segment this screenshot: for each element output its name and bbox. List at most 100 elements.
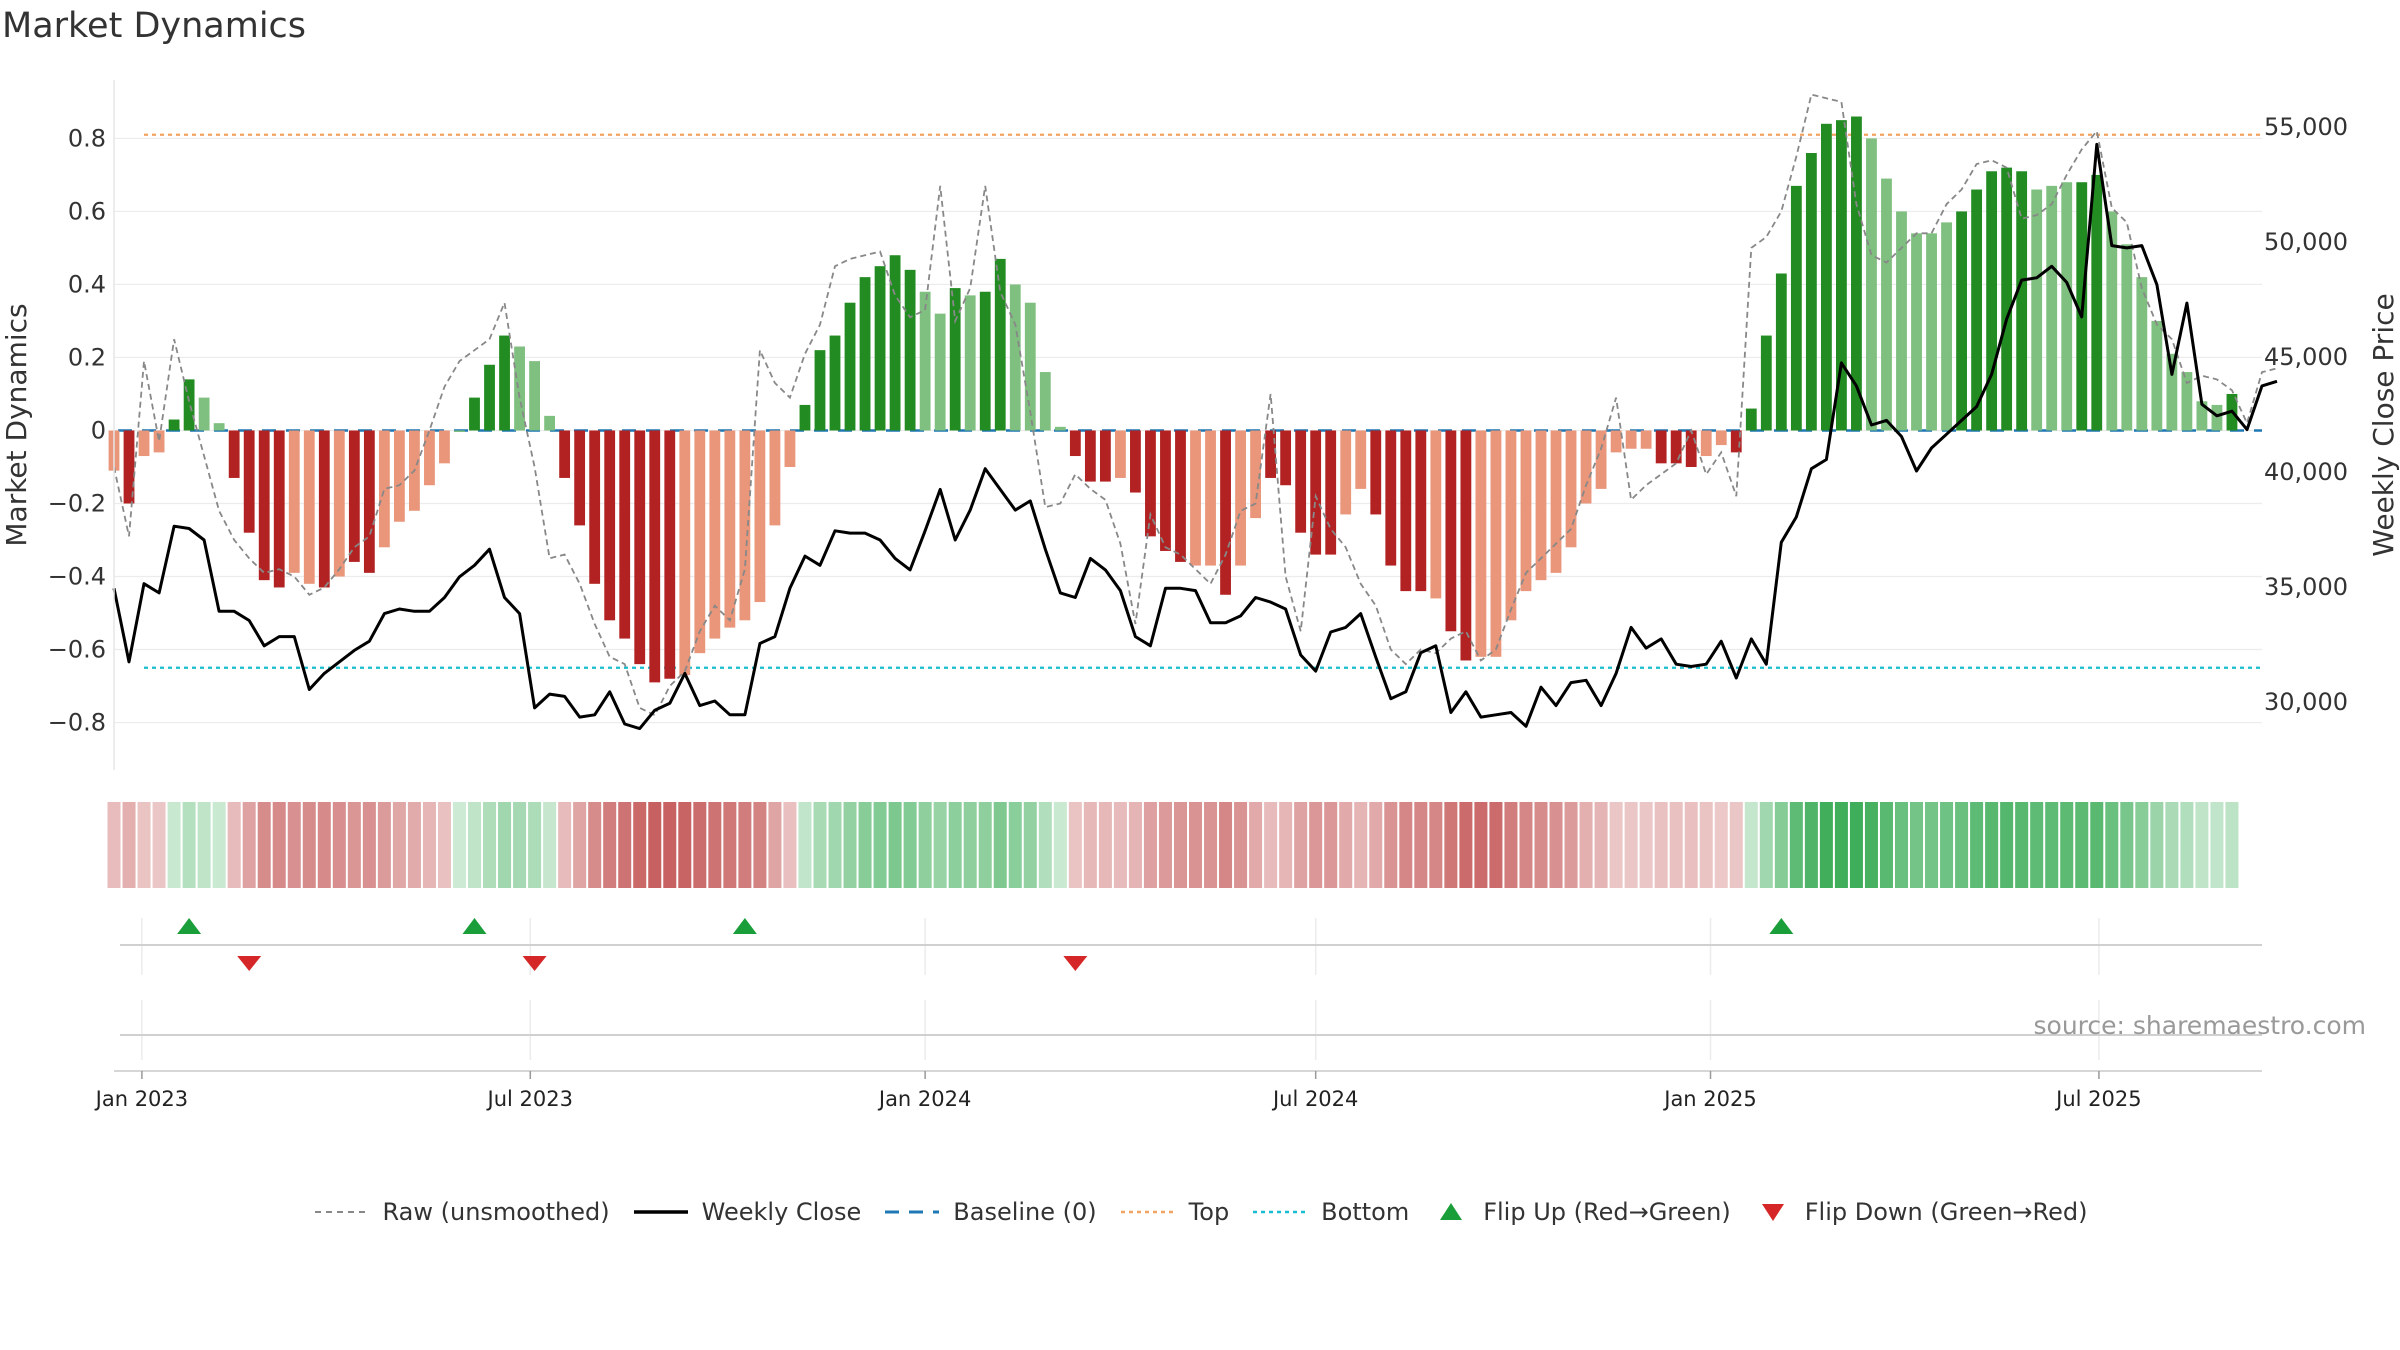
bar-series [108, 116, 2238, 683]
regime-cell [317, 802, 331, 888]
regime-cell [678, 802, 692, 888]
md-bar [559, 430, 571, 478]
md-bar [1265, 430, 1277, 478]
md-bar [288, 430, 300, 573]
md-bar [1715, 430, 1727, 446]
md-bar [1054, 426, 1066, 431]
regime-cell [1970, 802, 1984, 888]
regime-cell [663, 802, 677, 888]
weekly-close-line [112, 142, 2278, 731]
regime-cell [1925, 802, 1939, 888]
y2-tick-label: 35,000 [2264, 573, 2348, 601]
regime-cell [1158, 802, 1172, 888]
md-bar [273, 430, 285, 588]
regime-cell [1489, 802, 1503, 888]
regime-cell [2195, 802, 2209, 888]
md-bar [1400, 430, 1412, 592]
regime-cell [918, 802, 932, 888]
md-bar [889, 255, 901, 431]
regime-cell [1759, 802, 1773, 888]
regime-cell [392, 802, 406, 888]
md-bar [2121, 244, 2133, 431]
md-bar [844, 302, 856, 431]
md-bar [303, 430, 315, 584]
md-bar [1926, 233, 1937, 431]
md-bar [874, 266, 886, 431]
md-bar [1490, 430, 1502, 657]
md-bar [934, 313, 946, 431]
regime-cell [197, 802, 211, 888]
regime-cell [227, 802, 241, 888]
md-bar [1430, 430, 1442, 599]
regime-cell [1729, 802, 1743, 888]
md-bar [1820, 123, 1832, 431]
y2-tick-label: 45,000 [2264, 343, 2348, 371]
regime-cell [1819, 802, 1833, 888]
regime-cell [377, 802, 391, 888]
md-bar [1730, 430, 1742, 453]
md-bar [619, 430, 631, 639]
regime-cell [1639, 802, 1653, 888]
x-tick-label: Jul 2023 [486, 1087, 573, 1111]
regime-cell [437, 802, 451, 888]
source-credit: source: sharemaestro.com [2034, 1011, 2367, 1040]
legend-swatch-close-icon [633, 1210, 688, 1214]
md-bar [1295, 430, 1307, 533]
regime-cell [2150, 802, 2164, 888]
regime-cell [618, 802, 632, 888]
md-bar [784, 430, 796, 467]
md-bar [544, 415, 556, 431]
md-bar [1460, 430, 1472, 661]
regime-cell [813, 802, 827, 888]
md-bar [2091, 174, 2103, 431]
legend-swatch-top-icon [1120, 1210, 1175, 1214]
regime-cell [2045, 802, 2059, 888]
regime-cell [858, 802, 872, 888]
regime-cell [648, 802, 662, 888]
md-bar [739, 430, 751, 621]
md-bar [1851, 116, 1862, 431]
regime-cell [1549, 802, 1563, 888]
legend-swatch-raw-icon [314, 1211, 369, 1213]
regime-cell [1173, 802, 1187, 888]
md-bar [333, 430, 345, 577]
regime-cell [1324, 802, 1338, 888]
regime-cell [152, 802, 166, 888]
legend-item-baseline: Baseline (0) [883, 1198, 1097, 1226]
md-bar [1009, 284, 1021, 431]
x-tick-label: Jul 2024 [1271, 1087, 1358, 1111]
legend-label-bottom: Bottom [1321, 1198, 1410, 1226]
regime-cell [1985, 802, 1999, 888]
md-bar [1941, 222, 1952, 431]
md-bar [2106, 211, 2118, 431]
regime-cell [1834, 802, 1848, 888]
y-tick-label: 0.8 [68, 124, 106, 152]
md-bar [1745, 408, 1757, 431]
md-bar [1250, 430, 1262, 519]
md-bar [1130, 430, 1141, 493]
regime-cell [963, 802, 977, 888]
regime-cell [1669, 802, 1683, 888]
legend-label-close: Weekly Close [701, 1198, 862, 1226]
regime-cell [708, 802, 722, 888]
regime-cell [873, 802, 887, 888]
flip-markers-panel [120, 918, 2262, 1060]
md-bar [198, 397, 210, 431]
regime-cell [2135, 802, 2149, 888]
regime-cell [768, 802, 782, 888]
regime-cell [948, 802, 962, 888]
md-bar [1956, 211, 1967, 431]
regime-cell [798, 802, 812, 888]
md-bar [424, 430, 435, 486]
regime-cell [2060, 802, 2074, 888]
regime-cell [558, 802, 572, 888]
legend-label-flip-down: Flip Down (Green→Red) [1804, 1198, 2088, 1226]
regime-cell [1654, 802, 1668, 888]
y2-tick-label: 55,000 [2264, 113, 2348, 141]
regime-cell [513, 802, 527, 888]
md-bar [454, 430, 465, 432]
md-bar [859, 277, 871, 431]
regime-cell [1264, 802, 1278, 888]
md-bar [1099, 430, 1111, 482]
md-bar [769, 430, 781, 526]
